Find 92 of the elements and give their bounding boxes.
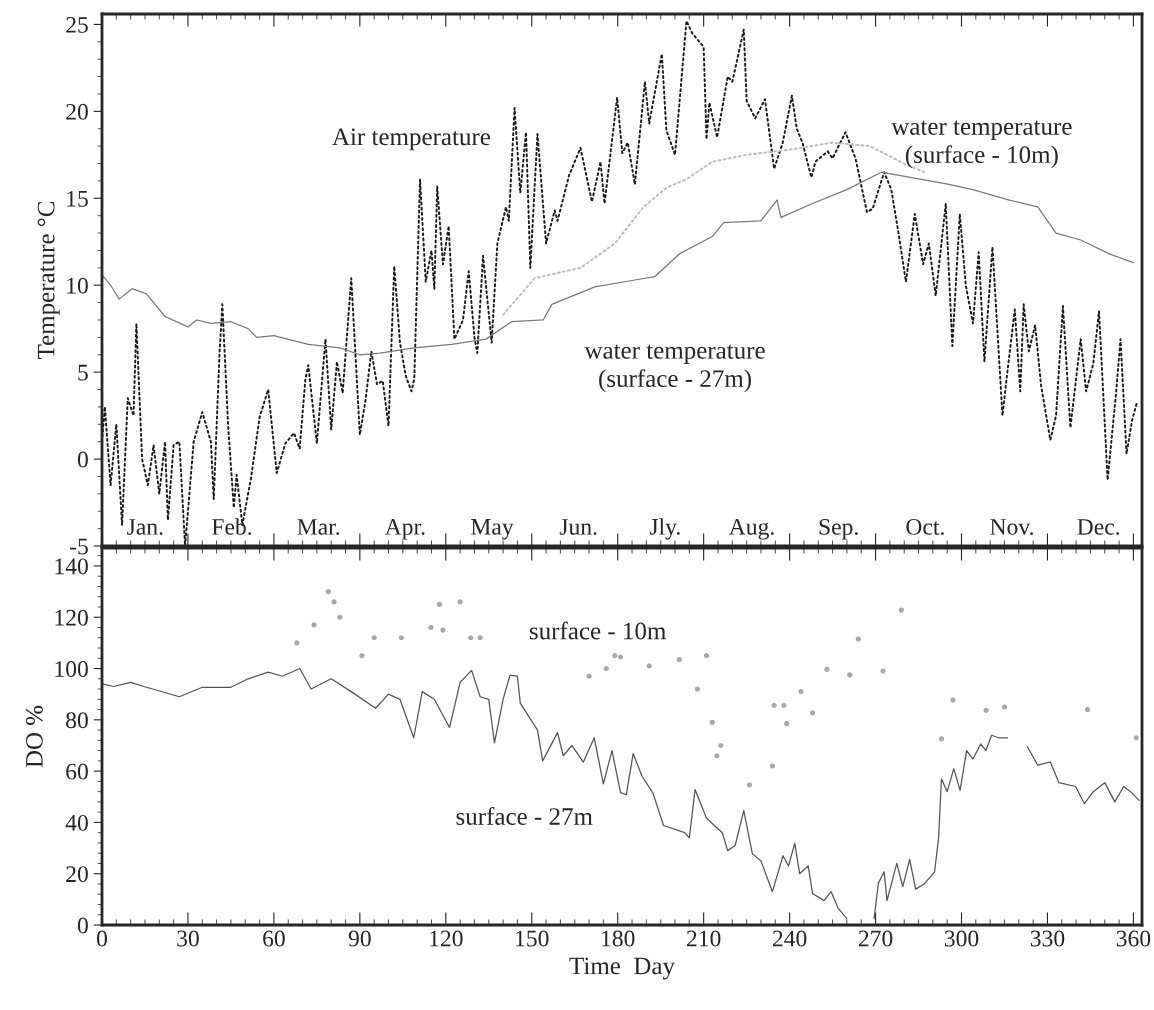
point [769, 763, 776, 769]
annotation: surface - 10m [529, 621, 666, 640]
y-axis-title: Temperature °C [37, 201, 60, 359]
point [398, 635, 404, 641]
x-tick-label: 120 [430, 930, 463, 947]
annotation: Oct. [906, 518, 944, 535]
annotation: water temperature (surface - 10m) [891, 120, 1072, 169]
point [468, 635, 474, 641]
point [457, 599, 463, 605]
point [1001, 704, 1008, 710]
point [855, 636, 861, 642]
point [294, 640, 300, 646]
x-tick-label: 0 [97, 930, 107, 947]
annotation: Air temperature [332, 128, 491, 151]
y-axis-title: DO % [25, 705, 43, 768]
x-tick-label: 30 [177, 930, 199, 947]
point [359, 653, 365, 659]
point [612, 653, 618, 659]
x-tick-label: 180 [602, 930, 635, 947]
annotation: Dec. [1077, 519, 1120, 535]
y-tick-label: 0 [77, 917, 88, 934]
point [337, 614, 343, 620]
point [898, 607, 904, 613]
point [603, 665, 609, 672]
annotation: water temperature (surface - 27m) [584, 344, 765, 393]
y-tick-label: 15 [67, 190, 88, 207]
y-tick-label: 5 [78, 364, 88, 381]
point [798, 689, 804, 695]
y-tick-label: 20 [66, 866, 88, 883]
y-tick-label: 60 [66, 763, 88, 780]
annotation: Nov. [990, 519, 1033, 535]
point [950, 697, 956, 703]
point [771, 702, 777, 709]
point [938, 736, 945, 742]
annotation: Aug. [728, 518, 774, 540]
point [646, 663, 652, 669]
point [371, 635, 377, 641]
y-tick-label: -5 [70, 538, 88, 555]
point [694, 686, 700, 692]
annotation: surface - 27m [456, 807, 593, 825]
point [709, 719, 715, 725]
x-tick-label: 270 [858, 930, 893, 947]
y-tick-label: 100 [55, 661, 88, 677]
x-tick-label: 150 [516, 930, 549, 947]
point [983, 707, 989, 713]
annotation: Feb. [212, 518, 252, 535]
annotation: May [471, 519, 514, 540]
point [617, 654, 624, 660]
point [847, 672, 853, 678]
point [428, 624, 434, 631]
y-tick-label: 20 [66, 103, 88, 120]
point [824, 666, 830, 672]
annotation: Jun. [559, 519, 597, 535]
annotation: Jly. [649, 518, 680, 540]
y-tick-label: 140 [55, 558, 88, 575]
x-tick-label: 210 [686, 930, 721, 947]
point [880, 668, 886, 674]
point [676, 656, 682, 663]
annotation: Jan. [127, 519, 163, 535]
point [718, 742, 724, 749]
point [436, 601, 443, 608]
point [784, 721, 790, 727]
point [586, 673, 592, 679]
annotation: Mar. [297, 519, 340, 535]
point [781, 702, 787, 709]
x-tick-label: 240 [772, 930, 807, 947]
x-tick-label: 60 [263, 930, 285, 947]
point [809, 710, 816, 716]
x-axis-title: Time Day [569, 957, 675, 980]
point [325, 589, 331, 595]
point [746, 782, 753, 788]
y-tick-label: 120 [55, 609, 88, 626]
x-tick-label: 360 [1116, 930, 1151, 947]
y-tick-label: 80 [66, 712, 88, 729]
point [311, 622, 317, 628]
y-tick-label: 25 [66, 16, 88, 33]
point [331, 599, 337, 605]
annotation: Apr. [384, 519, 425, 540]
annotation: Sep. [819, 518, 858, 540]
x-tick-label: 300 [944, 930, 979, 947]
point [714, 753, 720, 759]
y-tick-label: 0 [77, 451, 88, 468]
point [1084, 706, 1091, 713]
point [1133, 735, 1139, 741]
x-tick-label: 90 [348, 930, 371, 947]
x-tick-label: 330 [1030, 930, 1065, 947]
point [703, 653, 710, 659]
line-series [102, 19, 1139, 546]
y-tick-label: 10 [67, 277, 88, 294]
point [477, 635, 483, 641]
point [440, 627, 446, 633]
y-tick-label: 40 [65, 814, 88, 831]
